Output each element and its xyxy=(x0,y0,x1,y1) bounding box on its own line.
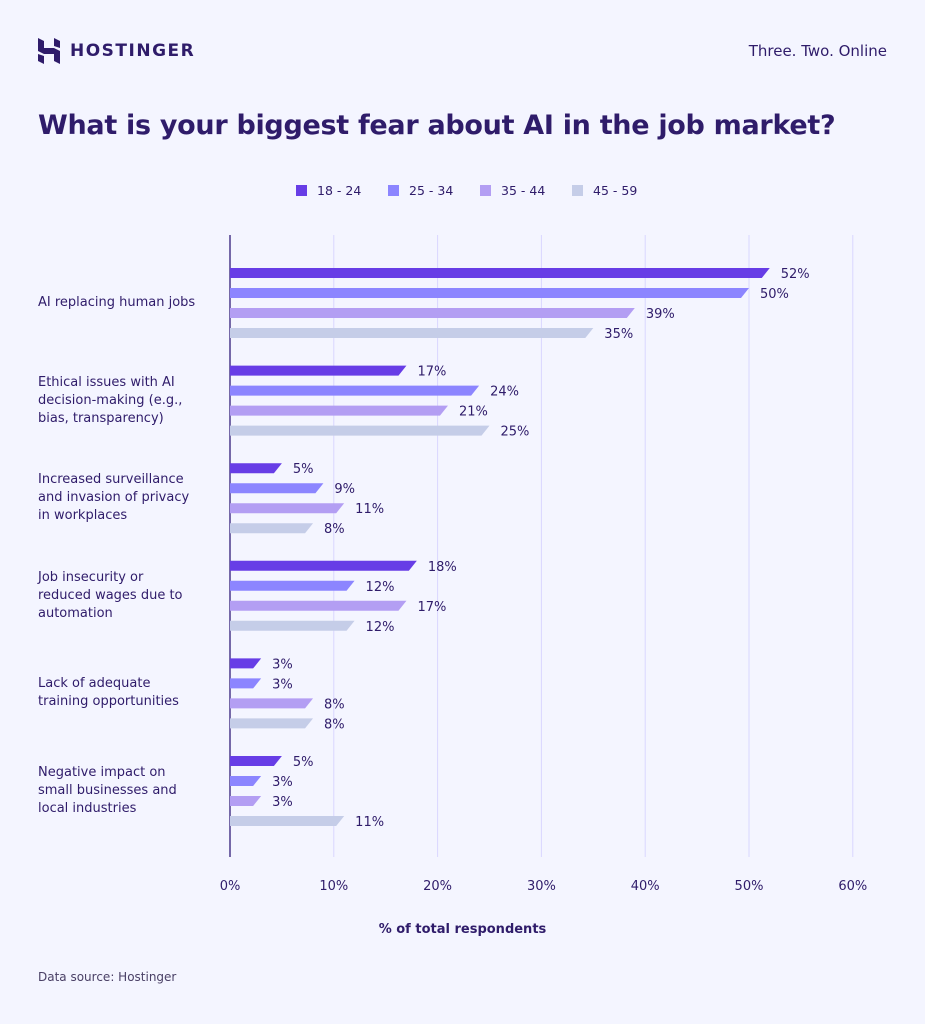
category-label-line: Ethical issues with AI xyxy=(38,374,175,390)
data-source: Data source: Hostinger xyxy=(38,970,177,984)
legend-label: 35 - 44 xyxy=(501,183,546,198)
data-label: 24% xyxy=(490,385,519,400)
bar xyxy=(230,678,262,689)
data-label: 11% xyxy=(355,815,384,830)
bar xyxy=(230,328,594,338)
category-label-line: small businesses and xyxy=(38,783,177,798)
hostinger-logo-icon xyxy=(38,38,60,64)
x-tick-label: 40% xyxy=(631,879,660,894)
data-label: 3% xyxy=(272,795,293,810)
category-label-line: training opportunities xyxy=(38,694,179,710)
x-tick-label: 50% xyxy=(735,879,764,894)
brand-name: HOSTINGER xyxy=(70,41,196,61)
data-label: 21% xyxy=(459,405,488,420)
data-label: 39% xyxy=(646,307,675,322)
bar xyxy=(230,425,490,436)
legend-label: 45 - 59 xyxy=(593,183,638,198)
legend-swatch xyxy=(572,185,583,196)
bar xyxy=(230,365,407,376)
bar xyxy=(230,308,635,318)
data-label: 50% xyxy=(760,287,789,302)
bar xyxy=(230,385,480,396)
tagline: Three. Two. Online xyxy=(748,42,887,60)
bar xyxy=(230,463,282,474)
legend-swatch xyxy=(480,185,491,196)
category-label: Ethical issues with AI decision-making (e… xyxy=(38,374,213,428)
bar xyxy=(230,816,345,826)
bar xyxy=(230,288,749,298)
data-label: 52% xyxy=(781,267,810,282)
category-label-line: Lack of adequate xyxy=(38,676,151,692)
category-label-line: Negative impact on xyxy=(38,765,166,780)
data-label: 8% xyxy=(324,522,345,537)
legend-item: 25 - 34 xyxy=(388,183,480,198)
data-label: 5% xyxy=(293,755,314,770)
data-label: 25% xyxy=(501,425,530,440)
bar xyxy=(230,776,262,786)
data-label: 18% xyxy=(428,560,457,575)
data-label: 12% xyxy=(366,580,395,595)
category-label-line: local industries xyxy=(38,801,137,816)
bar xyxy=(230,523,314,534)
bar xyxy=(230,580,355,591)
data-label: 17% xyxy=(417,600,446,615)
hostinger-logo: HOSTINGER xyxy=(38,38,195,64)
category-label-line: in workplaces xyxy=(38,508,128,524)
data-label: 8% xyxy=(324,697,345,712)
bar xyxy=(230,503,345,514)
legend-swatch xyxy=(296,185,307,196)
category-label: Negative impact on small businesses and lo… xyxy=(38,764,213,818)
legend-item: 18 - 24 xyxy=(296,183,388,198)
legend-label: 25 - 34 xyxy=(409,183,454,198)
data-label: 3% xyxy=(272,677,293,692)
bar xyxy=(230,600,407,611)
chart-title: What is your biggest fear about AI in th… xyxy=(38,110,836,141)
bar xyxy=(230,268,770,278)
data-label: 11% xyxy=(355,502,384,517)
data-label: 5% xyxy=(293,462,314,477)
x-tick-label: 60% xyxy=(838,879,867,894)
x-axis-label: % of total respondents xyxy=(378,922,547,937)
legend-item: 45 - 59 xyxy=(572,183,664,198)
data-label: 12% xyxy=(366,620,395,635)
data-label: 8% xyxy=(324,717,345,732)
category-label: Lack of adequate training opportunities xyxy=(38,675,213,711)
category-label-line: decision-making (e.g., xyxy=(38,392,183,408)
category-label-line: and invasion of privacy xyxy=(38,490,190,506)
category-label: Increased surveillance and invasion of pr… xyxy=(38,471,213,525)
data-label: 17% xyxy=(417,365,446,380)
legend-label: 18 - 24 xyxy=(317,183,362,198)
data-label: 3% xyxy=(272,657,293,672)
category-label: Job insecurity or reduced wages due to aut… xyxy=(38,569,213,623)
category-label-line: automation xyxy=(38,605,113,621)
bar xyxy=(230,620,355,631)
bar xyxy=(230,483,324,494)
category-label-line: reduced wages due to xyxy=(38,587,183,603)
bar xyxy=(230,405,448,416)
bar xyxy=(230,658,262,669)
legend: 18 - 24 25 - 34 35 - 44 45 - 59 xyxy=(296,183,664,198)
bar xyxy=(230,698,314,709)
bar xyxy=(230,756,282,766)
category-label-line: Increased surveillance xyxy=(38,472,184,488)
x-tick-label: 0% xyxy=(220,879,241,894)
category-label-line: Job insecurity or xyxy=(38,569,144,585)
category-label: AI replacing human jobs xyxy=(38,294,213,312)
x-tick-label: 10% xyxy=(319,879,348,894)
bar xyxy=(230,718,314,729)
data-label: 9% xyxy=(334,482,355,497)
bar xyxy=(230,796,262,806)
bar xyxy=(230,560,417,571)
x-tick-label: 30% xyxy=(527,879,556,894)
legend-swatch xyxy=(388,185,399,196)
category-label-line: bias, transparency) xyxy=(38,410,164,426)
category-label-line: AI replacing human jobs xyxy=(38,295,196,310)
data-label: 35% xyxy=(604,327,633,342)
legend-item: 35 - 44 xyxy=(480,183,572,198)
x-tick-label: 20% xyxy=(423,879,452,894)
data-label: 3% xyxy=(272,775,293,790)
